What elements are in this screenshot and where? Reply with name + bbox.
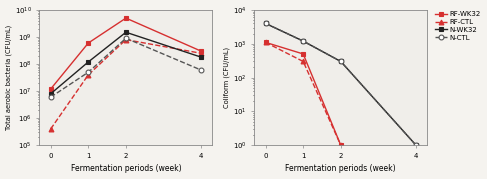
N-WK32 [300, 40, 306, 42]
N-WK32 [262, 22, 268, 25]
N-WK32 [338, 60, 344, 62]
N-CTL [262, 22, 268, 25]
X-axis label: Fermentation periods (week): Fermentation periods (week) [285, 165, 396, 173]
RF-WK32 [300, 53, 306, 55]
RF-CTL [300, 60, 306, 62]
N-CTL [413, 144, 419, 146]
Line: RF-WK32: RF-WK32 [263, 40, 343, 148]
Y-axis label: Total aerobic bacteria (CFU/mL): Total aerobic bacteria (CFU/mL) [5, 25, 12, 130]
Line: N-CTL: N-CTL [263, 21, 418, 148]
RF-CTL [338, 144, 344, 146]
N-WK32 [413, 144, 419, 146]
Y-axis label: Coliform (CFU/mL): Coliform (CFU/mL) [224, 47, 230, 108]
RF-WK32 [338, 144, 344, 146]
X-axis label: Fermentation periods (week): Fermentation periods (week) [71, 165, 181, 173]
Line: N-WK32: N-WK32 [263, 21, 418, 148]
RF-WK32 [262, 41, 268, 43]
RF-CTL [262, 41, 268, 43]
Legend: RF-WK32, RF-CTL, N-WK32, N-CTL: RF-WK32, RF-CTL, N-WK32, N-CTL [434, 11, 482, 41]
N-CTL [338, 60, 344, 62]
Line: RF-CTL: RF-CTL [263, 40, 343, 148]
N-CTL [300, 40, 306, 42]
